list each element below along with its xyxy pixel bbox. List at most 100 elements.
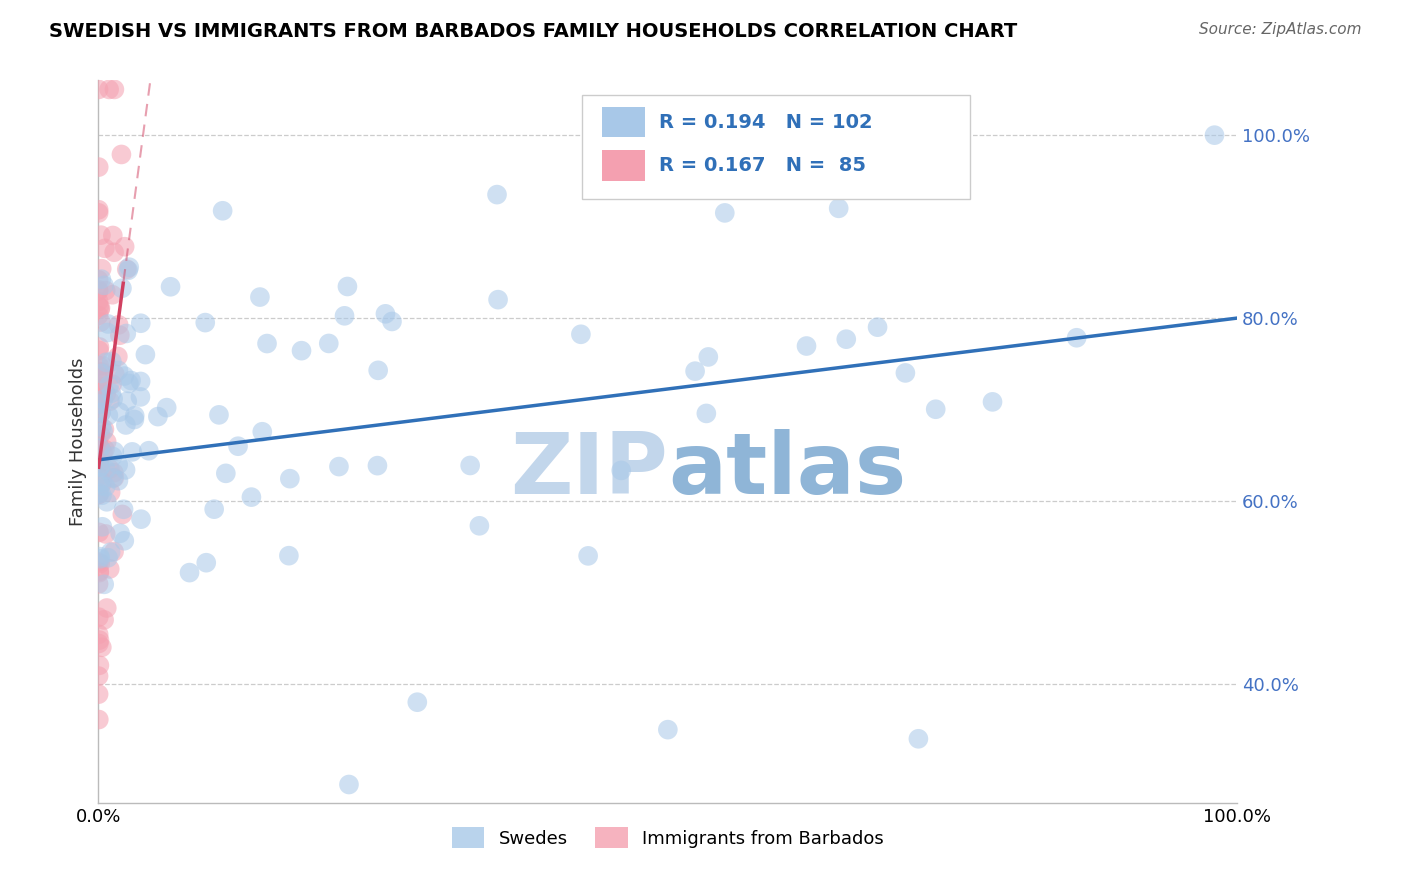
Point [112, 533, 135, 548]
Point [96, 495, 118, 509]
Point [87, 636, 110, 650]
Point [115, 394, 138, 409]
Point [90, 365, 112, 379]
Point [114, 240, 136, 254]
Point [94, 527, 117, 541]
Point [925, 402, 948, 417]
Point [894, 366, 917, 380]
Point [114, 463, 136, 477]
Point [90, 420, 112, 434]
Point [94, 387, 117, 401]
Point [90, 442, 112, 457]
Point [111, 281, 134, 295]
Point [697, 350, 720, 364]
Point [907, 731, 929, 746]
Point [87, 610, 110, 624]
Point [657, 723, 679, 737]
Point [87, 627, 110, 641]
Point [134, 348, 156, 362]
Point [87, 206, 110, 220]
Point [107, 474, 129, 488]
Point [576, 549, 599, 563]
Point [91, 520, 114, 534]
Text: SWEDISH VS IMMIGRANTS FROM BARBADOS FAMILY HOUSEHOLDS CORRELATION CHART: SWEDISH VS IMMIGRANTS FROM BARBADOS FAMI… [49, 22, 1018, 41]
Point [118, 376, 141, 391]
Point [101, 392, 124, 406]
Point [337, 777, 360, 791]
Point [90, 272, 112, 286]
Point [94, 284, 117, 298]
Point [89, 658, 111, 673]
Point [89, 389, 111, 403]
Point [129, 512, 152, 526]
Text: ZIP: ZIP [510, 429, 668, 512]
Point [101, 287, 124, 301]
Point [100, 485, 122, 500]
Point [366, 458, 388, 473]
Point [108, 526, 131, 541]
Point [290, 343, 312, 358]
Point [103, 471, 125, 485]
Point [156, 401, 179, 415]
Point [89, 565, 111, 579]
Point [94, 480, 117, 494]
Point [94, 442, 117, 457]
Point [249, 290, 271, 304]
Point [97, 317, 120, 331]
Point [87, 453, 110, 467]
Point [129, 375, 152, 389]
Point [486, 293, 509, 307]
Point [112, 502, 135, 516]
Point [87, 687, 110, 701]
Point [89, 475, 111, 490]
Point [318, 336, 340, 351]
Point [87, 392, 110, 406]
Point [89, 301, 111, 315]
Point [89, 557, 111, 571]
Point [328, 459, 350, 474]
Point [97, 409, 120, 423]
Point [87, 343, 110, 358]
Point [112, 369, 135, 384]
Point [115, 417, 138, 432]
Point [90, 228, 112, 243]
Point [107, 350, 129, 364]
Point [278, 472, 301, 486]
Point [866, 320, 889, 334]
Point [89, 566, 111, 580]
Point [87, 284, 110, 298]
Point [94, 355, 117, 369]
Point [110, 147, 132, 161]
Point [146, 409, 169, 424]
Point [610, 463, 633, 477]
Point [89, 387, 111, 401]
Point [103, 444, 125, 458]
Point [828, 202, 851, 216]
Point [87, 202, 110, 217]
Point [91, 488, 114, 502]
Text: Source: ZipAtlas.com: Source: ZipAtlas.com [1198, 22, 1361, 37]
Point [115, 262, 138, 277]
Point [90, 405, 112, 419]
Point [121, 445, 143, 459]
Point [103, 82, 125, 96]
Point [98, 378, 121, 392]
Point [87, 160, 110, 174]
Point [458, 458, 481, 473]
Point [90, 379, 112, 393]
Point [159, 279, 181, 293]
Point [107, 363, 129, 377]
Point [93, 613, 115, 627]
Point [87, 283, 110, 297]
Point [211, 203, 233, 218]
Point [89, 486, 111, 500]
Point [87, 713, 110, 727]
Point [93, 392, 115, 407]
Point [129, 316, 152, 330]
Point [695, 406, 717, 420]
Point [124, 409, 146, 423]
Point [100, 386, 122, 401]
Point [87, 445, 110, 459]
Point [100, 545, 122, 559]
Point [87, 525, 110, 540]
